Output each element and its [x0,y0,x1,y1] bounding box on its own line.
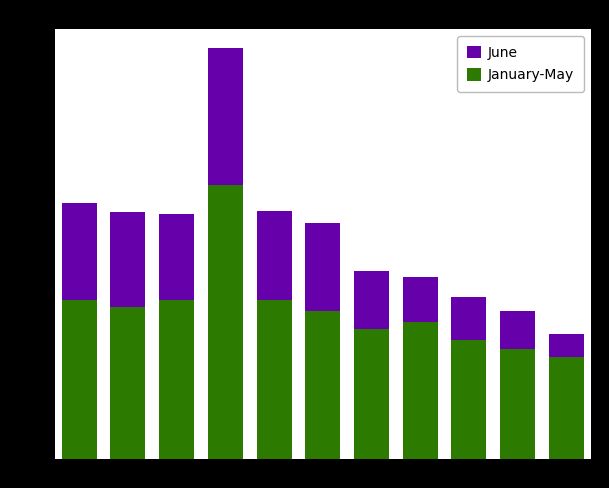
Bar [500,349,535,459]
Bar [305,311,340,459]
Bar [110,307,146,459]
Bar [451,340,487,459]
Bar [403,277,438,322]
Bar [403,322,438,459]
Bar [110,212,146,307]
Bar [208,185,243,459]
Legend: June, January-May: June, January-May [457,36,584,92]
Bar [159,300,194,459]
Bar [208,48,243,185]
Bar [256,211,292,300]
Bar [451,297,487,340]
Bar [62,203,97,300]
Bar [354,329,389,459]
Bar [500,311,535,349]
Bar [305,224,340,311]
Bar [62,300,97,459]
Bar [256,300,292,459]
Bar [549,357,584,459]
Bar [549,334,584,357]
Bar [354,271,389,329]
Bar [159,214,194,300]
